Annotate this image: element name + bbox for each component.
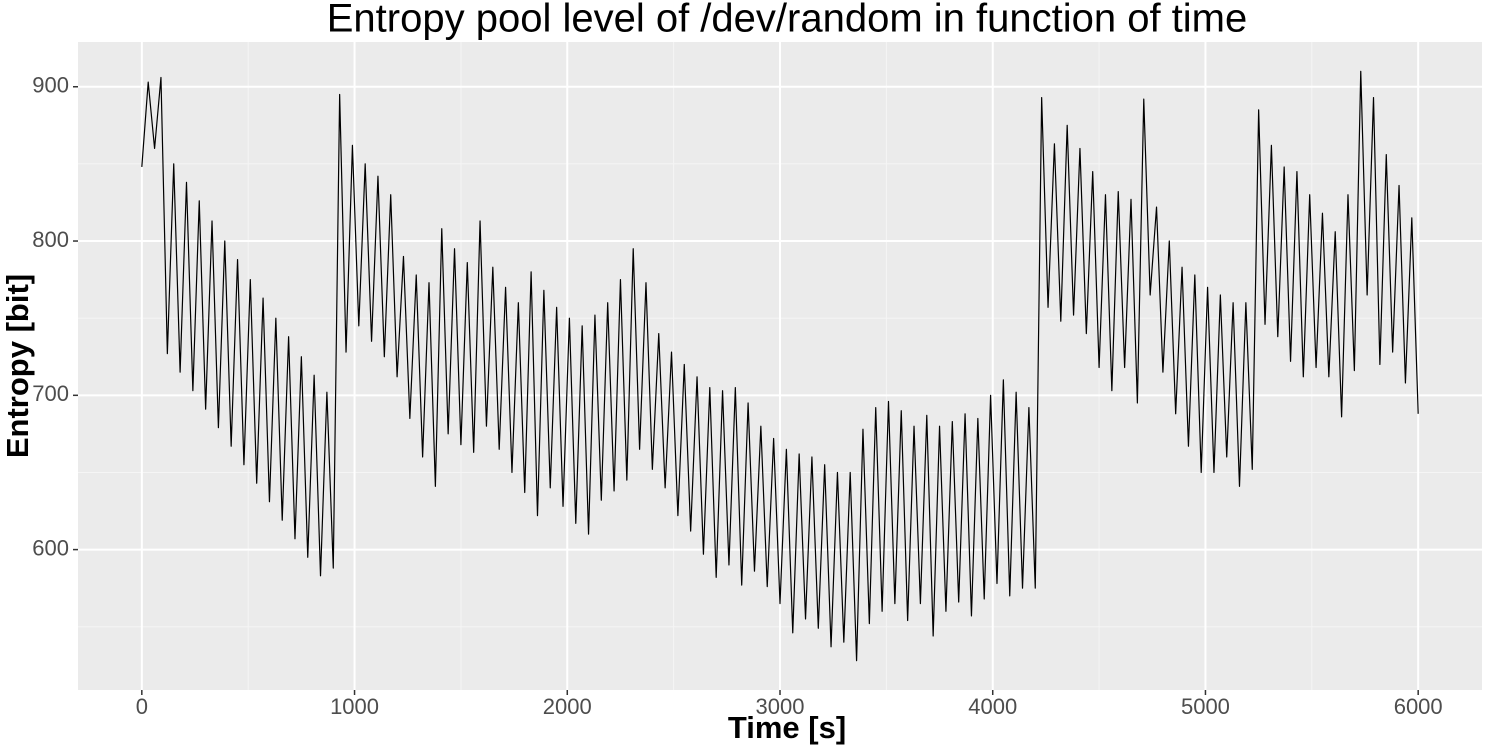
x-tick-label: 5000 — [1181, 694, 1230, 719]
x-axis-label: Time [s] — [728, 710, 846, 745]
data-line — [141, 70, 1419, 662]
y-tick-label: 800 — [32, 227, 69, 252]
x-tick-label: 6000 — [1394, 694, 1443, 719]
x-tick-label: 2000 — [543, 694, 592, 719]
x-tick-label: 1000 — [330, 694, 379, 719]
y-axis-label: Entropy [bit] — [0, 274, 35, 458]
x-tick-label: 4000 — [968, 694, 1017, 719]
x-tick-label: 3000 — [756, 694, 805, 719]
y-tick-label: 700 — [32, 381, 69, 406]
chart-title: Entropy pool level of /dev/random in fun… — [327, 0, 1248, 41]
x-tick-label: 0 — [136, 694, 148, 719]
y-tick-label: 600 — [32, 535, 69, 560]
y-tick-label: 900 — [32, 73, 69, 98]
